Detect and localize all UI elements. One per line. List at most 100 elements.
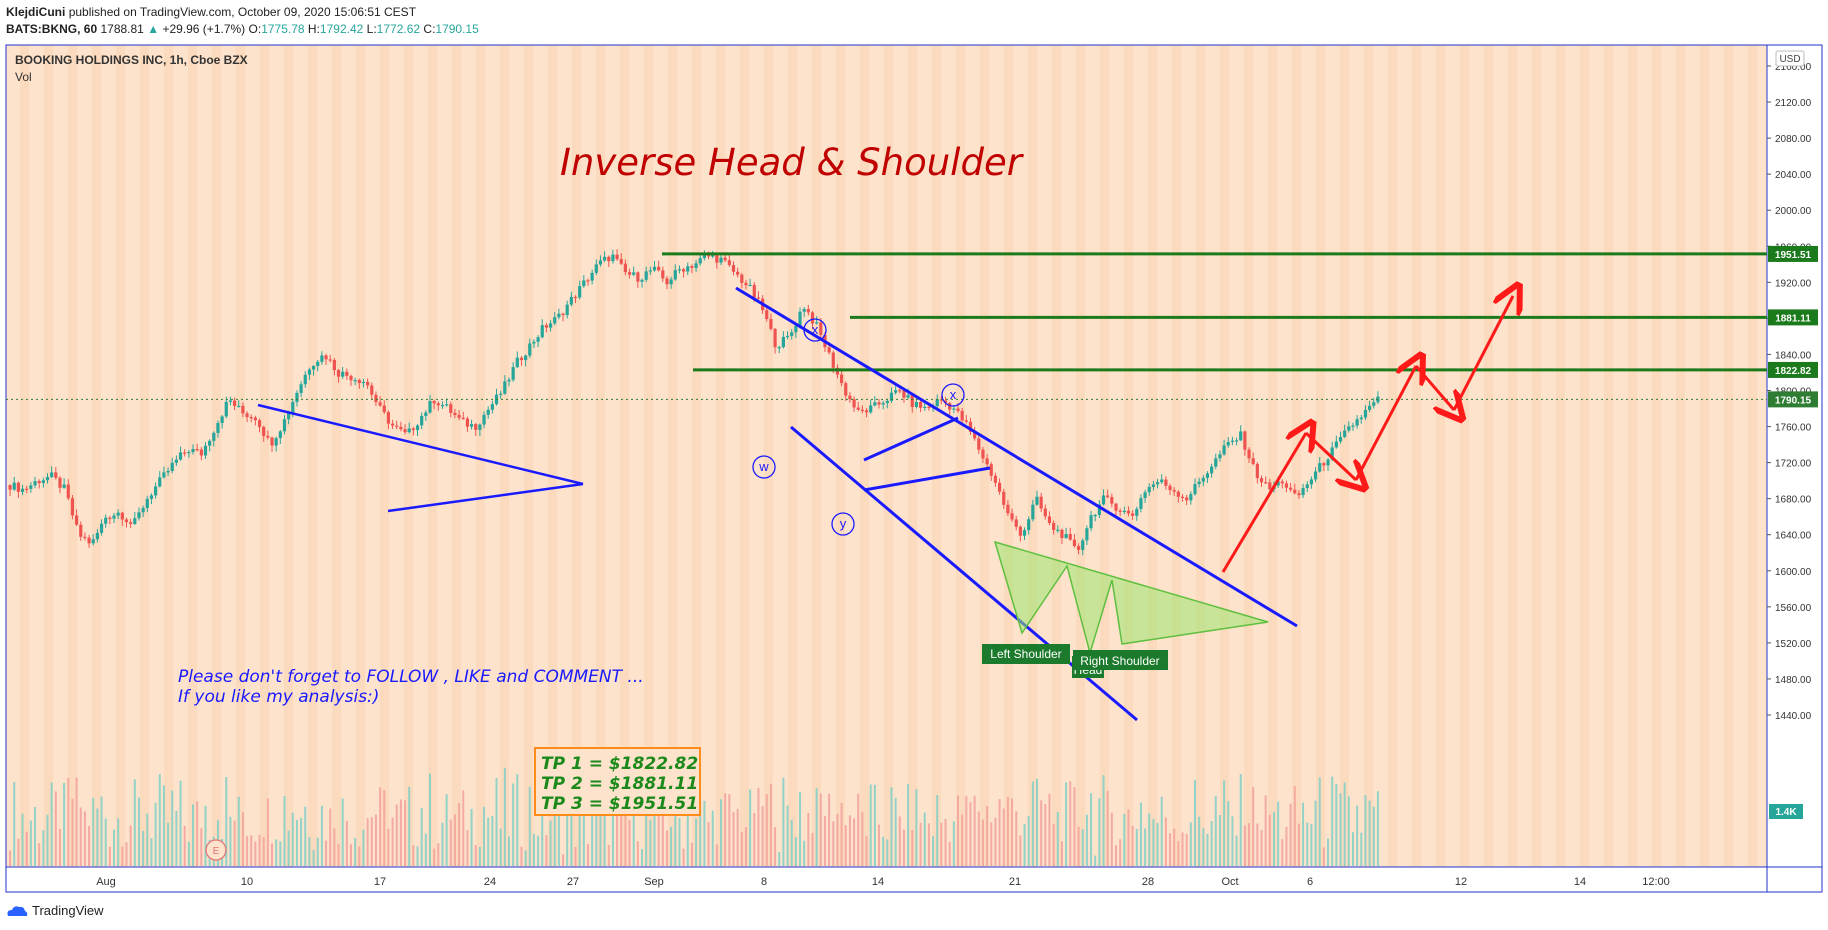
volume-bar — [1110, 812, 1113, 866]
projection-arrow-3[interactable] — [1354, 366, 1416, 481]
projection-arrow-1[interactable] — [1221, 433, 1306, 573]
candle-body — [299, 384, 303, 393]
volume-bar — [175, 810, 178, 866]
volume-bar — [782, 777, 785, 866]
volume-bar — [749, 789, 752, 866]
candle-body — [465, 418, 470, 427]
candle-body — [366, 381, 370, 386]
candle-body — [411, 428, 415, 431]
volume-bar — [811, 832, 814, 866]
volume-bar — [54, 791, 57, 866]
volume-bar — [441, 822, 444, 866]
volume-bar — [1235, 835, 1238, 866]
candle-body — [1338, 436, 1343, 442]
volume-bar — [266, 798, 269, 866]
volume-bar — [532, 833, 535, 866]
pennant-upper-line[interactable] — [257, 403, 584, 486]
volume-bar — [578, 782, 581, 866]
time-axis[interactable] — [5, 866, 1768, 893]
wave-label-x2[interactable]: x — [941, 383, 965, 407]
currency-badge[interactable] — [1775, 50, 1805, 67]
tp-box[interactable] — [534, 747, 701, 816]
grid-stripe — [908, 45, 917, 867]
volume-bar — [38, 843, 41, 866]
author-name[interactable]: KlejdiCuni — [6, 5, 66, 19]
grid-stripe — [1220, 45, 1229, 867]
pennant-lower-line[interactable] — [387, 482, 584, 513]
grid-stripe — [404, 45, 413, 867]
volume-bar — [632, 790, 635, 866]
volume-bar — [1252, 786, 1255, 866]
candle-body — [249, 416, 253, 419]
candle-body — [245, 413, 249, 417]
candle-body — [981, 449, 985, 459]
volume-bar — [1085, 814, 1088, 866]
volume-bar — [358, 846, 361, 866]
candle-body — [1072, 539, 1077, 547]
volume-bar — [1052, 823, 1055, 866]
candle-body — [62, 484, 66, 488]
candle-body — [515, 357, 519, 368]
volume-bar — [1177, 841, 1180, 866]
volume-bar — [1094, 855, 1097, 866]
tradingview-logo[interactable]: TradingView — [6, 903, 104, 918]
volume-bar — [34, 807, 37, 866]
candle-body — [75, 515, 79, 525]
price-tick-label: 2160.00 — [1775, 62, 1812, 73]
plot-background — [6, 45, 1767, 867]
projection-arrow-4[interactable] — [1414, 365, 1454, 410]
volume-bar — [923, 812, 926, 866]
channel-upper-line[interactable] — [735, 286, 1298, 628]
volume-bar — [886, 839, 889, 866]
candle-body — [482, 414, 486, 425]
volume-legend: Vol — [15, 70, 32, 84]
projection-arrow-2[interactable] — [1304, 431, 1356, 480]
candle-body — [170, 462, 174, 471]
volume-bar — [1339, 793, 1342, 866]
candle-body — [1355, 419, 1359, 426]
earnings-icon[interactable] — [205, 839, 227, 861]
volume-bar — [395, 804, 398, 866]
flag-lower-line[interactable] — [863, 466, 991, 492]
wave-label-x1[interactable]: x — [803, 318, 827, 342]
grid-stripe — [284, 45, 293, 867]
volume-bar — [229, 816, 232, 866]
candle-body — [1268, 482, 1272, 490]
volume-bar — [599, 797, 602, 866]
flag-upper-line[interactable] — [863, 416, 959, 462]
projection-arrow-5[interactable] — [1452, 296, 1513, 411]
volume-bar — [990, 822, 993, 866]
candle-body — [607, 256, 611, 262]
candle-body — [1093, 514, 1097, 517]
volume-bar — [591, 814, 594, 866]
volume-bar — [192, 804, 195, 866]
candle-body — [386, 412, 391, 424]
candle-body — [1218, 454, 1222, 459]
volume-bar — [686, 813, 689, 866]
candle-body — [1313, 471, 1318, 480]
candle-body — [1002, 491, 1006, 505]
volume-bar — [478, 846, 481, 866]
volume-bar — [516, 774, 519, 866]
wave-label-y[interactable]: y — [831, 512, 855, 536]
right-shoulder-badge[interactable] — [1073, 650, 1168, 670]
head-shoulders-pattern[interactable] — [993, 540, 1269, 656]
candle-body — [266, 435, 270, 438]
volume-bar — [794, 837, 797, 866]
grid-stripe — [188, 45, 197, 867]
volume-bar — [1281, 839, 1284, 866]
candle-body — [1155, 482, 1160, 485]
candle-body — [877, 402, 881, 405]
volume-bar — [287, 830, 290, 866]
grid-stripe — [1556, 45, 1565, 867]
volume-bar — [350, 844, 352, 866]
volume-bar — [1227, 801, 1230, 866]
left-shoulder-badge[interactable] — [982, 644, 1070, 664]
wave-label-w[interactable]: w — [752, 455, 776, 479]
candle-body — [1060, 529, 1064, 538]
candle-body — [112, 515, 116, 519]
price-axis[interactable] — [1766, 44, 1823, 868]
candle-body — [1035, 496, 1039, 505]
open-label: O: — [248, 22, 262, 36]
